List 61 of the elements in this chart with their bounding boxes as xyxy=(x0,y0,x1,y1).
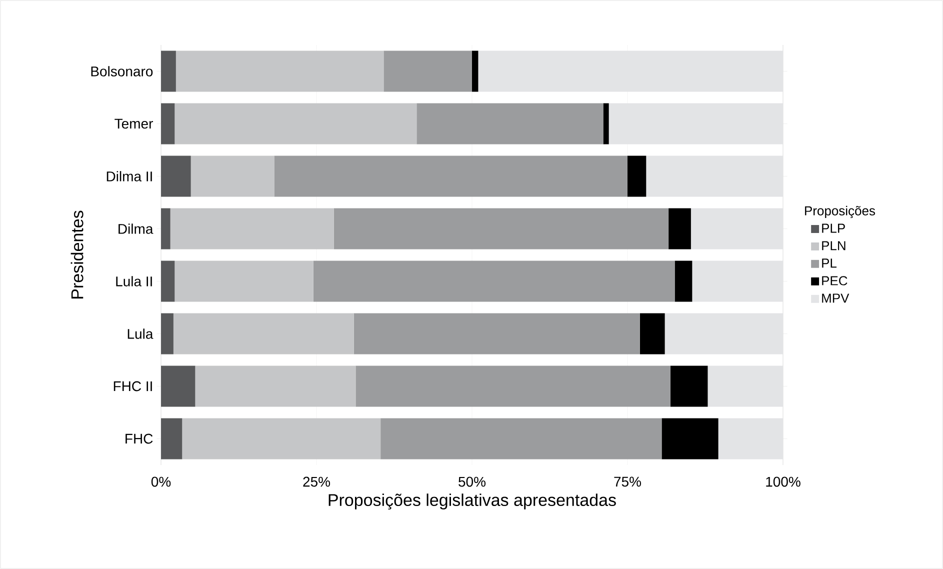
bar xyxy=(354,313,640,354)
bar xyxy=(174,260,314,302)
bar xyxy=(161,50,176,92)
bar xyxy=(356,366,670,407)
bar xyxy=(274,156,628,197)
bar xyxy=(334,208,669,250)
bar xyxy=(690,208,783,250)
bar xyxy=(708,366,783,407)
y-tick-label: Dilma II xyxy=(106,171,152,182)
bar xyxy=(161,366,196,407)
y-tick-label: Temer xyxy=(114,118,153,129)
x-tick-label: 75% xyxy=(614,476,642,487)
x-tick-label: 100% xyxy=(766,476,800,487)
y-axis-title: Presidentes xyxy=(70,210,84,298)
bar xyxy=(603,103,609,144)
x-tick-label: 50% xyxy=(458,476,486,487)
legend-label: PLP xyxy=(822,224,845,233)
y-tick-label: Bolsonaro xyxy=(91,66,153,76)
bar xyxy=(161,156,191,197)
bar xyxy=(161,418,182,460)
bar xyxy=(170,208,334,250)
bar xyxy=(182,418,381,460)
bar xyxy=(692,260,783,302)
bar xyxy=(472,50,478,92)
bar xyxy=(380,418,662,460)
bar xyxy=(662,418,718,460)
bar xyxy=(161,313,174,354)
legend-label: PEC xyxy=(822,276,848,286)
y-tick-label: Lula xyxy=(128,328,154,339)
bar xyxy=(173,313,354,354)
x-axis-title: Proposições legislativas apresentadas xyxy=(328,494,616,510)
bar xyxy=(174,103,417,144)
x-tick-label: 0% xyxy=(151,476,171,487)
bar xyxy=(664,313,783,354)
bar xyxy=(646,156,783,197)
legend-title: Proposições xyxy=(805,206,876,218)
bar xyxy=(161,208,170,250)
bar xyxy=(161,103,175,144)
bar xyxy=(640,313,665,354)
bar xyxy=(176,50,384,92)
bar xyxy=(674,260,692,302)
legend-label: PL xyxy=(822,258,837,268)
y-tick-label: FHC xyxy=(126,434,153,444)
bar xyxy=(628,156,646,197)
bar xyxy=(161,260,175,302)
bar xyxy=(384,50,472,92)
bar xyxy=(718,418,783,460)
y-tick-label: Lula II xyxy=(116,276,152,286)
bar xyxy=(195,366,356,407)
bar xyxy=(668,208,691,250)
bar xyxy=(608,103,783,144)
bar xyxy=(190,156,274,197)
bar xyxy=(670,366,708,407)
legend-label: MPV xyxy=(822,294,850,303)
y-tick-label: FHC II xyxy=(114,381,152,392)
bar xyxy=(478,50,783,92)
legend-label: PLN xyxy=(822,241,846,250)
bar xyxy=(313,260,675,302)
x-tick-label: 25% xyxy=(303,476,330,487)
y-tick-label: Dilma xyxy=(118,224,154,234)
bar xyxy=(416,103,604,144)
